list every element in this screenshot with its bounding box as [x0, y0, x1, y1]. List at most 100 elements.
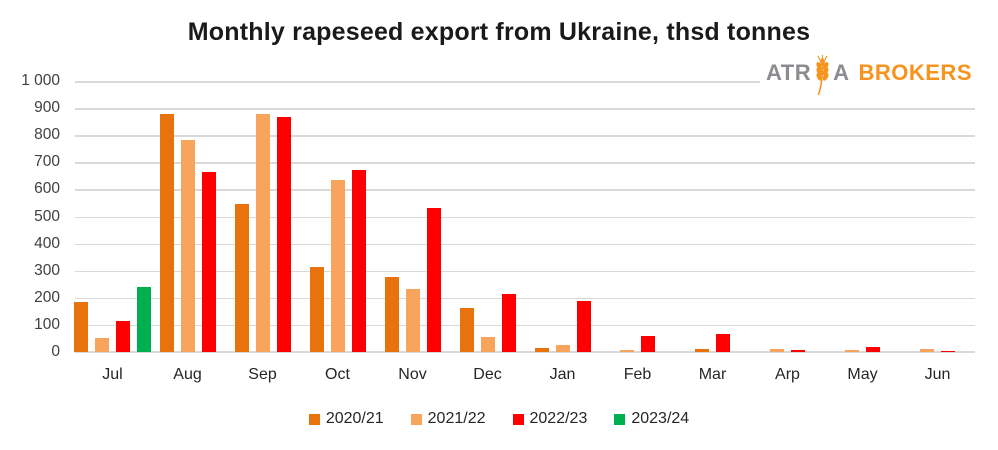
legend-item-2021-22: 2021/22 — [410, 410, 486, 428]
bar-group-mar — [675, 81, 750, 352]
legend-label: 2022/23 — [529, 410, 588, 427]
bar-2020-21-aug — [159, 113, 174, 352]
bar-group-jul — [74, 81, 151, 352]
y-tick-label: 500 — [34, 207, 60, 225]
gridline — [75, 297, 975, 300]
wheat-ear-icon — [816, 55, 829, 96]
bar-group-dec — [450, 81, 525, 352]
bar-2022-23-aug — [201, 171, 216, 352]
x-tick-label-feb: Feb — [623, 366, 652, 383]
x-tick-label-may: May — [847, 366, 878, 383]
x-tick-label-mar: Mar — [698, 366, 727, 383]
legend-item-2022-23: 2022/23 — [512, 410, 588, 428]
x-tick-label-jul: Jul — [102, 366, 123, 383]
x-axis: Jul Aug Sep Oct Nov Dec Jan Feb Mar Arp May Jun — [75, 366, 975, 388]
bar-2020-21-nov — [384, 277, 399, 352]
y-tick-label: 300 — [34, 261, 60, 279]
x-tick-label-jun: Jun — [924, 366, 951, 383]
y-tick-label: 600 — [34, 180, 60, 198]
y-tick-label: 100 — [34, 315, 60, 333]
bar-2021-22-dec — [480, 337, 495, 352]
bar-group-aug — [150, 81, 225, 352]
bar-group-oct — [300, 81, 375, 352]
x-tick-label-arp: Arp — [775, 366, 800, 383]
legend-label: 2023/24 — [631, 410, 690, 427]
gridline — [75, 162, 975, 164]
y-tick-label: 800 — [34, 126, 60, 144]
logo-text-a: A — [833, 60, 850, 85]
plot-area — [74, 81, 975, 353]
bar-2022-23-may — [866, 346, 880, 352]
gridline — [75, 216, 975, 218]
y-tick-label: 700 — [34, 153, 60, 171]
bar-2021-22-jul — [95, 338, 109, 352]
legend-label: 2020/21 — [325, 410, 384, 427]
legend-swatch — [512, 413, 524, 425]
x-tick-label-oct: Oct — [325, 366, 350, 383]
bar-group-may — [825, 81, 900, 352]
logo-text-atr: ATR — [766, 60, 812, 85]
bar-2022-23-dec — [501, 294, 516, 352]
legend-swatch — [614, 413, 626, 425]
bar-2022-23-feb — [641, 335, 655, 352]
x-tick-label-aug: Aug — [173, 366, 202, 383]
bar-2021-22-sep — [255, 113, 270, 352]
x-tick-label-dec: Dec — [473, 366, 502, 383]
y-axis: 0 100 200 300 400 500 600 700 800 900 1 000 — [0, 72, 60, 360]
gridline — [75, 108, 975, 110]
bar-2020-21-oct — [309, 266, 324, 352]
bar-2020-21-sep — [234, 203, 249, 352]
bar-2020-21-jan — [534, 348, 549, 352]
bar-2021-22-arp — [770, 348, 784, 352]
legend-item-2020-21: 2020/21 — [308, 410, 384, 428]
bar-2022-23-oct — [351, 170, 366, 352]
bar-2023-24-jul — [137, 286, 151, 352]
bar-2021-22-feb — [620, 349, 634, 352]
gridline — [75, 324, 975, 327]
bar-2022-23-mar — [716, 334, 730, 352]
bar-2022-23-jan — [576, 300, 591, 352]
x-tick-label-nov: Nov — [398, 366, 427, 383]
bar-2021-22-jan — [555, 345, 570, 352]
logo-text-brokers: BROKERS — [858, 60, 972, 85]
legend-label: 2021/22 — [427, 410, 486, 427]
bar-group-nov — [375, 81, 450, 352]
y-tick-label: 200 — [34, 288, 60, 306]
bar-group-jan — [525, 81, 600, 352]
gridline — [75, 189, 975, 191]
y-tick-label: 900 — [34, 99, 60, 117]
bar-2022-23-nov — [426, 208, 441, 352]
gridline — [75, 81, 975, 83]
bar-2021-22-nov — [405, 289, 420, 352]
bar-2020-21-jul — [74, 301, 88, 352]
chart-title: Monthly rapeseed export from Ukraine, th… — [187, 18, 811, 46]
bar-2020-21-mar — [695, 348, 709, 352]
legend-swatch — [308, 413, 320, 425]
atria-brokers-logo: ATR A BROKERS — [760, 50, 978, 96]
y-tick-label: 0 — [51, 343, 60, 360]
y-tick-label: 400 — [34, 234, 60, 252]
bar-2021-22-may — [845, 350, 859, 352]
bar-group-sep — [225, 81, 300, 352]
x-axis-line — [75, 351, 975, 353]
bar-2022-23-sep — [276, 116, 291, 352]
bar-2021-22-oct — [330, 180, 345, 352]
legend: 2020/21 2021/22 2022/23 2023/24 — [0, 410, 998, 428]
gridline — [75, 135, 975, 137]
bar-group-jun — [900, 81, 975, 352]
bar-2020-21-dec — [459, 307, 474, 352]
y-tick-label: 1 000 — [21, 72, 60, 89]
bar-2022-23-jun — [941, 350, 955, 352]
gridline — [75, 243, 975, 246]
bar-group-feb — [600, 81, 675, 352]
gridline — [75, 270, 975, 273]
bar-2021-22-aug — [180, 139, 195, 352]
legend-swatch — [410, 413, 422, 425]
x-tick-label-jan: Jan — [549, 366, 576, 383]
legend-item-2023-24: 2023/24 — [614, 410, 689, 428]
bar-2022-23-jul — [116, 320, 130, 352]
bar-2022-23-arp — [791, 350, 805, 352]
bar-2021-22-jun — [920, 348, 934, 352]
bar-group-arp — [750, 81, 825, 352]
